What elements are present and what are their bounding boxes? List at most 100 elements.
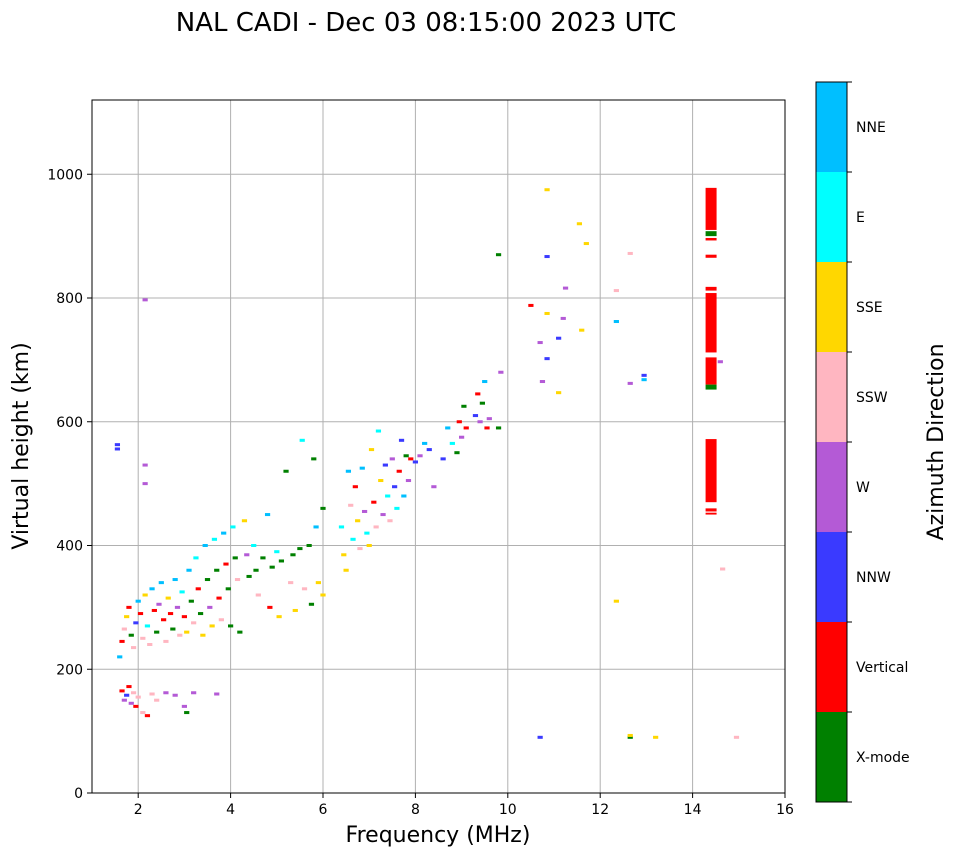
data-point (641, 378, 647, 382)
data-point (364, 531, 370, 535)
x-tick-label: 12 (591, 802, 609, 818)
colorbar: X-mode Vertical NNW W SSW SSE E NNE (815, 81, 910, 803)
data-point (361, 509, 368, 513)
x-tick-label: 4 (226, 802, 235, 818)
data-point (234, 578, 241, 582)
colorbar-frame (815, 81, 848, 803)
data-point (283, 469, 289, 473)
data-point (387, 519, 393, 523)
data-point (459, 435, 465, 439)
data-point (486, 417, 492, 421)
data-point (144, 624, 151, 628)
colorbar-segment (816, 82, 847, 172)
data-point (172, 693, 178, 697)
data-point (544, 188, 550, 192)
data-point (260, 556, 266, 560)
data-point (477, 420, 483, 424)
data-point (378, 479, 384, 483)
colorbar-segment (816, 172, 847, 262)
data-bar (705, 439, 717, 503)
data-point (357, 547, 363, 551)
data-point (149, 692, 155, 696)
data-point (191, 691, 197, 695)
data-bar (705, 231, 717, 237)
data-point (232, 556, 238, 560)
data-point (237, 630, 243, 634)
data-point (720, 567, 726, 571)
data-point (528, 303, 534, 307)
data-point (218, 618, 224, 622)
data-bar (705, 508, 717, 512)
data-point (255, 593, 261, 597)
colorbar-segment (816, 262, 847, 352)
data-point (627, 381, 633, 385)
data-point (479, 401, 485, 405)
data-point (161, 618, 167, 622)
data-point (733, 735, 740, 739)
data-point (251, 544, 257, 547)
data-point (539, 380, 546, 384)
data-point (627, 735, 633, 739)
data-point (290, 553, 296, 557)
data-point (193, 556, 199, 560)
data-point (267, 605, 273, 609)
data-point (613, 599, 619, 603)
data-point (269, 565, 275, 569)
data-point (498, 370, 504, 374)
data-point (165, 596, 171, 600)
data-point (627, 251, 633, 255)
data-point (292, 608, 298, 612)
data-point (137, 612, 144, 616)
data-point (392, 485, 398, 489)
data-point (412, 460, 418, 464)
data-point (154, 630, 160, 634)
data-point (408, 457, 414, 461)
x-axis-label: Frequency (MHz) (346, 823, 531, 848)
data-point (308, 602, 315, 606)
data-point (417, 454, 423, 458)
data-point (366, 544, 372, 547)
data-point (121, 627, 127, 631)
data-point (341, 553, 347, 557)
data-point (147, 643, 153, 646)
data-point (544, 255, 550, 259)
data-point (299, 438, 305, 442)
data-point (264, 513, 271, 517)
data-point (124, 693, 130, 697)
y-tick-label: 1000 (47, 167, 83, 183)
data-point (311, 457, 317, 461)
colorbar-label: Azimuth Direction (924, 343, 949, 540)
data-point (177, 633, 183, 637)
x-axis-ticks: 2 4 6 8 10 12 14 16 (134, 793, 794, 818)
colorbar-segment (816, 712, 847, 802)
data-point (297, 547, 303, 551)
data-point (426, 448, 432, 452)
data-point (202, 544, 208, 547)
data-point (583, 242, 589, 246)
data-point (151, 608, 157, 612)
data-bar (705, 237, 717, 241)
data-point (211, 537, 218, 541)
data-point (396, 469, 402, 473)
data-point (579, 328, 585, 332)
data-point (348, 503, 354, 507)
data-point (355, 519, 361, 523)
data-point (163, 639, 169, 643)
data-point (320, 593, 326, 597)
data-point (717, 360, 723, 364)
data-bar (705, 286, 717, 291)
data-point (276, 615, 282, 619)
data-point (352, 485, 358, 489)
data-point (130, 691, 137, 695)
data-point (140, 636, 146, 640)
data-point (556, 391, 562, 395)
data-point (350, 537, 356, 541)
data-point (126, 605, 132, 609)
data-point (117, 655, 123, 659)
data-point (495, 253, 502, 257)
data-point (184, 630, 190, 634)
data-point (163, 691, 169, 695)
y-axis-label: Virtual height (km) (9, 342, 34, 549)
y-axis-ticks: 0 200 400 600 800 1000 (47, 167, 92, 802)
data-point (472, 414, 479, 418)
